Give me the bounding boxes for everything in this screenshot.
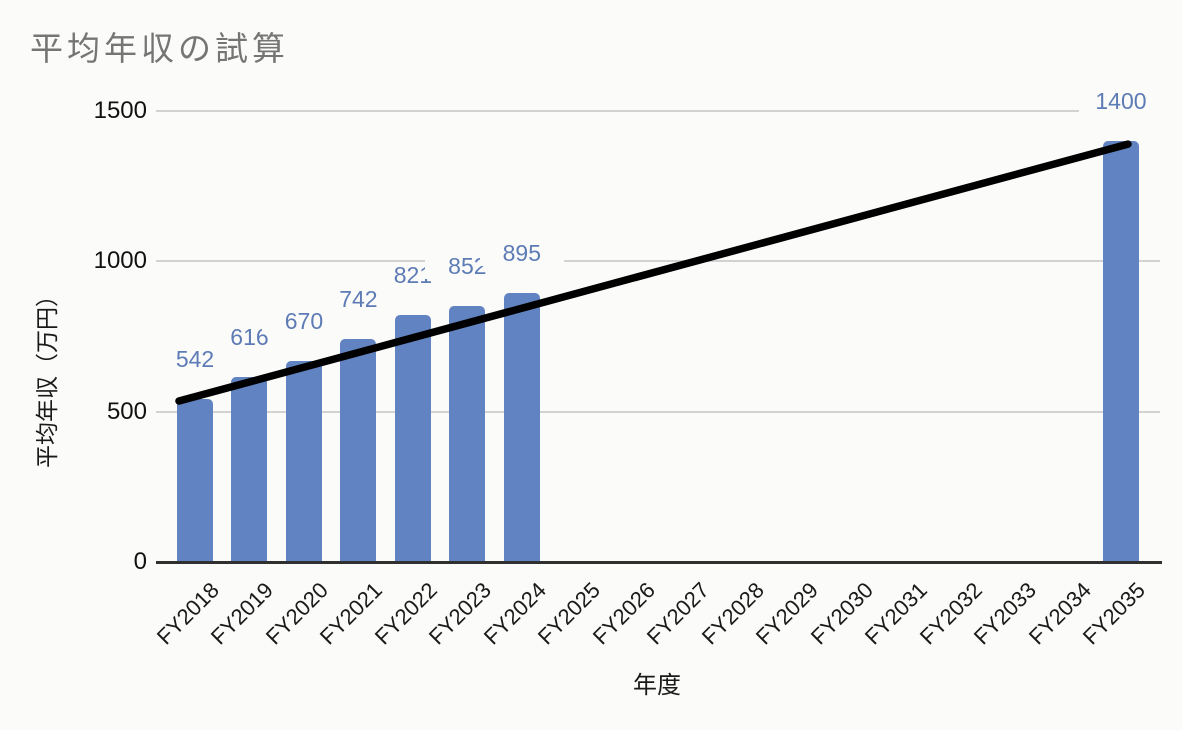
x-axis-line — [156, 561, 1162, 564]
bar-value-label: 542 — [153, 346, 237, 373]
bar-value-label: 1400 — [1078, 88, 1163, 115]
bar — [394, 315, 431, 561]
bar — [449, 305, 486, 561]
y-tick-label: 500 — [106, 397, 147, 425]
x-axis-title: 年度 — [633, 672, 681, 699]
gridline — [156, 410, 1160, 413]
bar — [231, 376, 268, 561]
y-tick-label: 1000 — [93, 247, 147, 275]
bar-value-label: 895 — [479, 239, 564, 266]
y-tick-label: 0 — [133, 548, 147, 575]
y-tick-label: 1500 — [93, 97, 147, 124]
bar — [1102, 141, 1139, 561]
bar-value-label: 742 — [316, 285, 401, 312]
gridline — [156, 110, 1160, 112]
bar — [177, 399, 213, 561]
y-axis-title: 平均年収（万円） — [34, 284, 60, 468]
chart-title: 平均年収の試算 — [30, 30, 289, 67]
gridline — [156, 260, 1160, 263]
bar — [340, 338, 377, 561]
bar — [503, 292, 540, 561]
bar — [285, 360, 322, 561]
